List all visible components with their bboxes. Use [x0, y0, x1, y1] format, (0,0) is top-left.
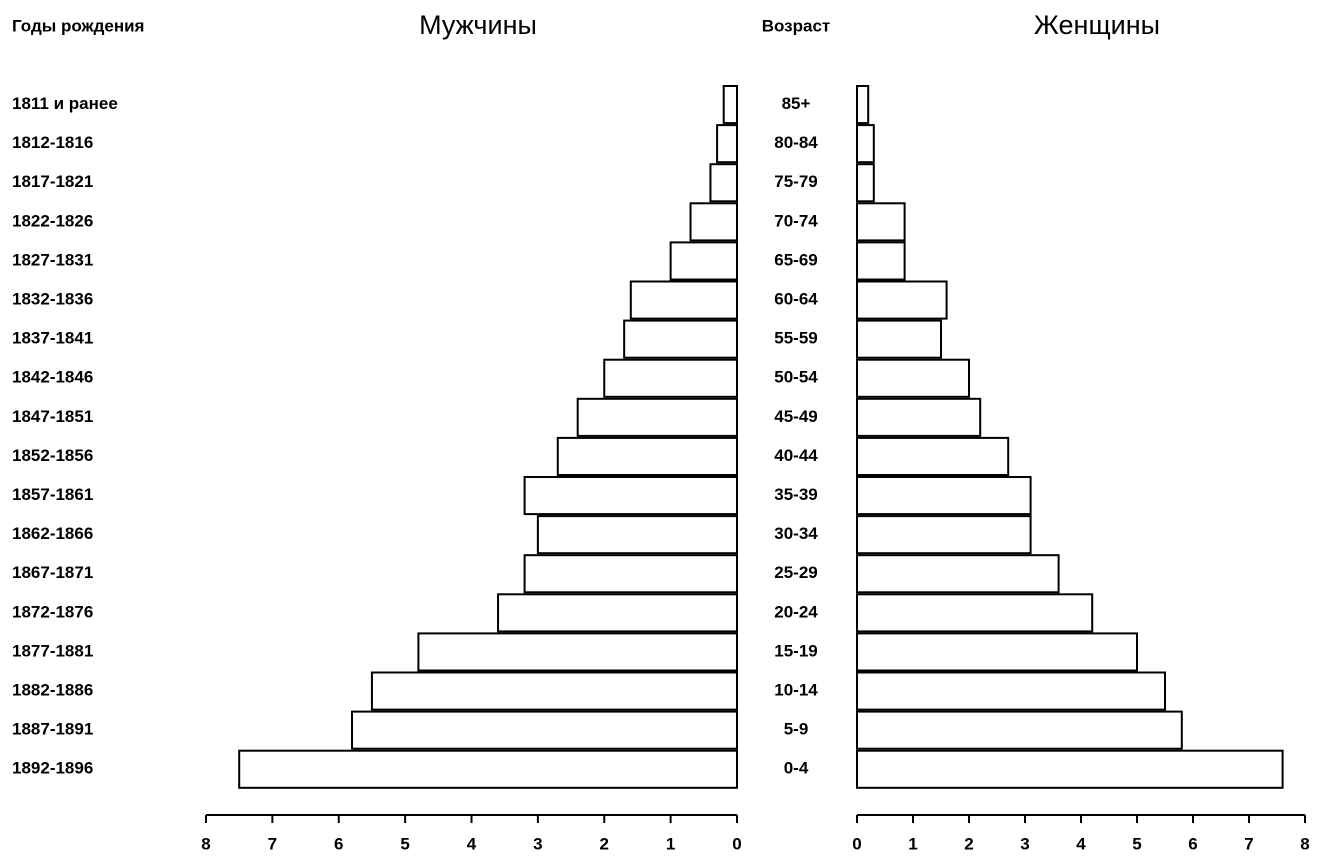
age-label: 65-69 — [774, 250, 817, 269]
x-tick-label: 1 — [666, 834, 675, 853]
series-header: Женщины — [1034, 10, 1160, 40]
age-label: 45-49 — [774, 407, 817, 426]
birth-year-label: 1872-1876 — [12, 602, 93, 621]
bar — [856, 280, 948, 320]
birth-year-label: 1811 и ранее — [12, 94, 118, 113]
birth-year-label: 1867-1871 — [12, 563, 93, 582]
age-label: 70-74 — [774, 211, 818, 230]
bar — [856, 85, 870, 125]
bar — [856, 358, 970, 398]
birth-year-label: 1877-1881 — [12, 641, 93, 660]
age-label: 5-9 — [784, 720, 809, 739]
birth-year-label: 1887-1891 — [12, 720, 93, 739]
age-label: 55-59 — [774, 329, 817, 348]
age-label: 85+ — [782, 94, 811, 113]
bar — [417, 632, 738, 672]
bar — [722, 85, 738, 125]
bar — [716, 124, 739, 164]
age-label: 25-29 — [774, 563, 817, 582]
bar — [709, 163, 739, 203]
x-tick-label: 2 — [964, 834, 973, 853]
x-tick-label: 4 — [467, 834, 477, 853]
x-tick-label: 3 — [533, 834, 542, 853]
bar — [623, 319, 738, 359]
x-tick-label: 1 — [908, 834, 917, 853]
x-tick-label: 6 — [1188, 834, 1197, 853]
age-label: 20-24 — [774, 602, 818, 621]
age-label: 80-84 — [774, 133, 818, 152]
age-label: 0-4 — [784, 759, 809, 778]
bar — [856, 632, 1138, 672]
age-label: 40-44 — [774, 446, 818, 465]
series-header: Мужчины — [419, 10, 537, 40]
birth-year-label: 1847-1851 — [12, 407, 93, 426]
birth-year-label: 1892-1896 — [12, 759, 93, 778]
bar — [603, 358, 738, 398]
birth-year-label: 1832-1836 — [12, 290, 93, 309]
bar — [629, 280, 738, 320]
birth-year-label: 1817-1821 — [12, 172, 93, 191]
age-label: 75-79 — [774, 172, 817, 191]
age-label: 60-64 — [774, 290, 818, 309]
birth-year-label: 1862-1866 — [12, 524, 93, 543]
bar — [856, 319, 942, 359]
bar — [669, 241, 738, 281]
x-tick-label: 0 — [732, 834, 741, 853]
bar — [856, 710, 1183, 750]
bar — [523, 554, 738, 594]
bar — [556, 436, 738, 476]
x-tick-label: 4 — [1076, 834, 1086, 853]
birth-year-label: 1857-1861 — [12, 485, 93, 504]
bar — [523, 476, 738, 516]
bar — [856, 749, 1284, 789]
x-tick-label: 7 — [1244, 834, 1253, 853]
bar — [856, 436, 1010, 476]
bar — [370, 671, 738, 711]
birth-year-label: 1822-1826 — [12, 211, 93, 230]
x-tick-label: 7 — [268, 834, 277, 853]
x-tick-label: 8 — [201, 834, 210, 853]
bar — [856, 241, 906, 281]
bar — [576, 397, 739, 437]
bar — [856, 476, 1032, 516]
bar — [856, 593, 1094, 633]
bar — [856, 124, 875, 164]
birth-year-label: 1837-1841 — [12, 329, 93, 348]
bar — [856, 554, 1060, 594]
x-tick-label: 6 — [334, 834, 343, 853]
bar — [689, 202, 738, 242]
bar — [856, 397, 982, 437]
birth-year-label: 1852-1856 — [12, 446, 93, 465]
x-tick-label: 0 — [852, 834, 861, 853]
age-label: 35-39 — [774, 485, 817, 504]
bar — [497, 593, 738, 633]
birth-year-label: 1842-1846 — [12, 368, 93, 387]
bar — [238, 749, 738, 789]
x-tick-label: 2 — [600, 834, 609, 853]
x-tick-label: 5 — [400, 834, 409, 853]
birth-year-label: 1827-1831 — [12, 250, 93, 269]
age-label: 30-34 — [774, 524, 818, 543]
x-tick-label: 3 — [1020, 834, 1029, 853]
bar — [856, 671, 1166, 711]
age-label: 10-14 — [774, 681, 818, 700]
birth-years-header: Годы рождения — [12, 16, 144, 35]
bar — [856, 163, 875, 203]
birth-year-label: 1812-1816 — [12, 133, 93, 152]
birth-year-label: 1882-1886 — [12, 681, 93, 700]
age-label: 50-54 — [774, 368, 818, 387]
age-header: Возраст — [762, 16, 831, 35]
x-tick-label: 5 — [1132, 834, 1141, 853]
bar — [856, 515, 1032, 555]
age-label: 15-19 — [774, 641, 817, 660]
x-tick-label: 8 — [1300, 834, 1309, 853]
bar — [536, 515, 738, 555]
bar — [351, 710, 738, 750]
bar — [856, 202, 906, 242]
